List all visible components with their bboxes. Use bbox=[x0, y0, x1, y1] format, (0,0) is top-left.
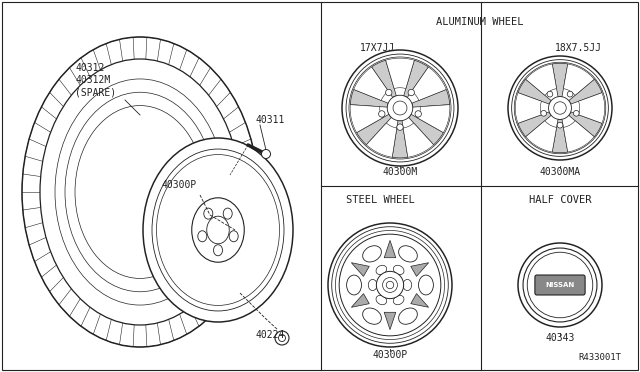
Circle shape bbox=[376, 271, 404, 299]
Circle shape bbox=[541, 110, 547, 116]
Circle shape bbox=[415, 111, 421, 117]
Circle shape bbox=[393, 101, 407, 115]
Polygon shape bbox=[411, 294, 429, 307]
Circle shape bbox=[523, 248, 597, 322]
Polygon shape bbox=[386, 58, 414, 89]
Ellipse shape bbox=[229, 231, 238, 242]
Circle shape bbox=[387, 281, 394, 289]
Polygon shape bbox=[354, 67, 388, 100]
Ellipse shape bbox=[376, 295, 387, 305]
Ellipse shape bbox=[143, 138, 293, 322]
Ellipse shape bbox=[192, 198, 244, 262]
Text: 17X7JJ: 17X7JJ bbox=[360, 43, 396, 53]
Text: 40300P: 40300P bbox=[372, 350, 408, 360]
Circle shape bbox=[262, 150, 271, 158]
Circle shape bbox=[339, 234, 441, 336]
Circle shape bbox=[518, 243, 602, 327]
Ellipse shape bbox=[394, 265, 404, 275]
Circle shape bbox=[328, 223, 452, 347]
Circle shape bbox=[275, 331, 289, 345]
Polygon shape bbox=[392, 121, 408, 158]
Ellipse shape bbox=[207, 216, 229, 244]
Polygon shape bbox=[404, 60, 428, 97]
Ellipse shape bbox=[198, 231, 207, 242]
Polygon shape bbox=[569, 79, 602, 104]
Ellipse shape bbox=[399, 308, 417, 324]
Polygon shape bbox=[525, 64, 557, 95]
Polygon shape bbox=[351, 294, 369, 307]
Ellipse shape bbox=[403, 279, 412, 291]
Text: STEEL WHEEL: STEEL WHEEL bbox=[346, 195, 414, 205]
Ellipse shape bbox=[363, 308, 381, 324]
Polygon shape bbox=[515, 93, 541, 123]
Text: 40224: 40224 bbox=[255, 330, 284, 340]
Text: 40300MA: 40300MA bbox=[540, 167, 580, 177]
Circle shape bbox=[567, 91, 573, 97]
Polygon shape bbox=[412, 67, 446, 100]
Polygon shape bbox=[351, 263, 369, 276]
Circle shape bbox=[342, 50, 458, 166]
Ellipse shape bbox=[399, 246, 417, 262]
Text: 40300P: 40300P bbox=[162, 180, 197, 190]
Polygon shape bbox=[552, 119, 568, 153]
Polygon shape bbox=[384, 240, 396, 258]
Text: NISSAN: NISSAN bbox=[545, 282, 575, 288]
Circle shape bbox=[379, 111, 385, 117]
Polygon shape bbox=[569, 112, 602, 137]
Text: (SPARE): (SPARE) bbox=[75, 87, 116, 97]
Polygon shape bbox=[579, 93, 605, 123]
Text: 40343: 40343 bbox=[545, 333, 575, 343]
Polygon shape bbox=[356, 114, 392, 145]
Text: 40311: 40311 bbox=[255, 115, 284, 125]
Polygon shape bbox=[411, 263, 429, 276]
Ellipse shape bbox=[419, 275, 433, 295]
Polygon shape bbox=[403, 123, 434, 157]
Ellipse shape bbox=[394, 295, 404, 305]
Circle shape bbox=[408, 89, 415, 96]
Polygon shape bbox=[350, 105, 382, 132]
Polygon shape bbox=[372, 60, 396, 97]
Polygon shape bbox=[418, 105, 450, 132]
Ellipse shape bbox=[214, 245, 223, 256]
Ellipse shape bbox=[204, 208, 213, 219]
Text: 18X7.5JJ: 18X7.5JJ bbox=[555, 43, 602, 53]
Ellipse shape bbox=[368, 279, 377, 291]
Polygon shape bbox=[518, 79, 551, 104]
Text: 40312M: 40312M bbox=[75, 75, 110, 85]
FancyBboxPatch shape bbox=[535, 275, 585, 295]
Circle shape bbox=[527, 252, 593, 318]
Ellipse shape bbox=[223, 208, 232, 219]
Ellipse shape bbox=[376, 265, 387, 275]
Circle shape bbox=[547, 91, 553, 97]
Circle shape bbox=[397, 124, 403, 130]
Text: 40312: 40312 bbox=[75, 63, 104, 73]
Polygon shape bbox=[525, 121, 557, 152]
Circle shape bbox=[383, 278, 397, 292]
Ellipse shape bbox=[40, 59, 240, 325]
Polygon shape bbox=[350, 89, 388, 107]
Circle shape bbox=[387, 95, 413, 121]
Circle shape bbox=[554, 102, 566, 114]
Polygon shape bbox=[366, 123, 397, 157]
Circle shape bbox=[508, 56, 612, 160]
Circle shape bbox=[385, 89, 392, 96]
Polygon shape bbox=[563, 121, 595, 152]
Polygon shape bbox=[384, 312, 396, 330]
Polygon shape bbox=[552, 63, 568, 97]
Circle shape bbox=[548, 97, 572, 119]
Text: R433001T: R433001T bbox=[579, 353, 621, 362]
Circle shape bbox=[278, 334, 285, 341]
Text: HALF COVER: HALF COVER bbox=[529, 195, 591, 205]
Polygon shape bbox=[412, 89, 450, 107]
Ellipse shape bbox=[363, 246, 381, 262]
Polygon shape bbox=[518, 112, 551, 137]
Polygon shape bbox=[563, 64, 595, 95]
Ellipse shape bbox=[347, 275, 362, 295]
Text: ALUMINUM WHEEL: ALUMINUM WHEEL bbox=[436, 17, 524, 27]
Text: 40300M: 40300M bbox=[382, 167, 418, 177]
Polygon shape bbox=[408, 114, 444, 145]
Circle shape bbox=[557, 122, 563, 128]
Circle shape bbox=[573, 110, 579, 116]
